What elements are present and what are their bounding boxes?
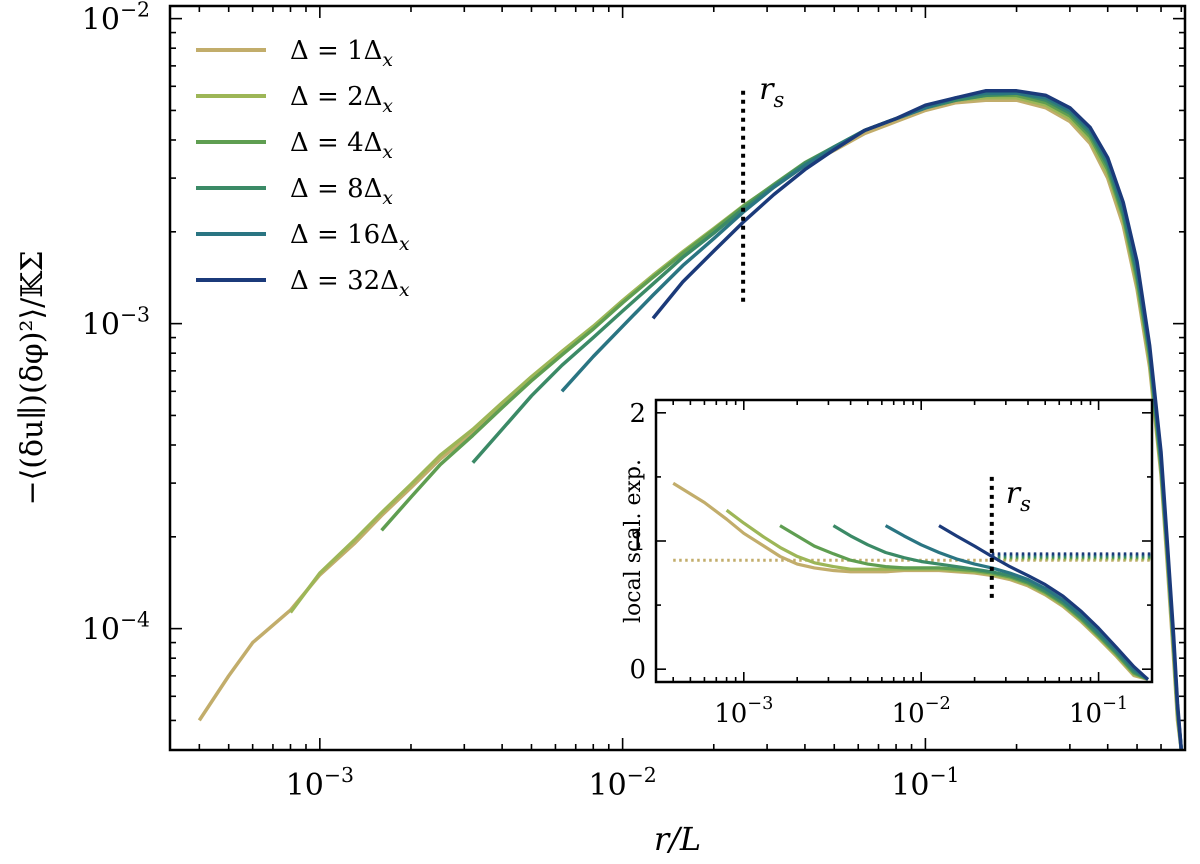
legend-label-main: Δ = 16Δ <box>290 220 399 250</box>
inset-series-group <box>672 481 1152 681</box>
inset-x-tick-label: 10−3 <box>714 694 773 729</box>
inset-rs-annotation-sub: s <box>1020 492 1031 516</box>
rs-annotation: rs <box>759 72 784 112</box>
inset-x-tick-label-exponent: −2 <box>925 694 951 714</box>
legend-label-1: Δ = 1Δx <box>290 36 393 71</box>
legend-label-sub: x <box>382 50 393 71</box>
legend-label-main: Δ = 2Δ <box>290 82 382 112</box>
inset-x-tick-label: 10−1 <box>1069 694 1128 729</box>
legend-label-4: Δ = 8Δx <box>290 174 393 209</box>
inset-series-line-4 <box>832 524 1149 681</box>
legend-label-6: Δ = 32Δx <box>290 266 410 301</box>
legend-label-main: Δ = 32Δ <box>290 266 399 296</box>
legend-label-sub: x <box>382 188 393 209</box>
rs-annotation-main: r <box>759 72 775 107</box>
inset-axes-frame <box>654 398 1154 684</box>
series-group <box>197 89 1184 750</box>
inset-background <box>656 400 1152 682</box>
y-tick-label: 10−2 <box>82 0 150 38</box>
y-tick-label-base: 10 <box>82 3 120 38</box>
y-tick-label-exponent: −2 <box>120 0 150 22</box>
legend-label-2: Δ = 2Δx <box>290 82 393 117</box>
legend-label-main: Δ = 1Δ <box>290 36 382 66</box>
x-tick-label-exponent: −2 <box>627 763 657 787</box>
inset-x-tick-label: 10−2 <box>892 694 951 729</box>
x-tick-label-base: 10 <box>286 768 324 803</box>
inset-x-tick-label-base: 10 <box>714 699 747 729</box>
legend-label-sub: x <box>399 280 410 301</box>
y-tick-label-base: 10 <box>82 308 120 343</box>
series-line-6 <box>651 89 1184 750</box>
inset-rs-annotation-main: r <box>1006 476 1022 511</box>
legend-label-main: Δ = 8Δ <box>290 174 382 204</box>
x-tick-label: 10−3 <box>286 763 354 803</box>
main-plot: 10−3 10−2 10−110−410−310−2r/L−⟨(δu∥)(δφ)²⟩… <box>15 0 1187 858</box>
rs-annotation-sub: s <box>773 88 784 112</box>
x-tick-label-exponent: −3 <box>324 763 354 787</box>
main-axes-frame <box>168 4 1187 752</box>
inset-series-line-6 <box>938 524 1150 681</box>
inset-rs-annotation: rs <box>1006 476 1031 516</box>
inset-y-tick-label: 0 <box>629 655 646 685</box>
y-tick-label-exponent: −3 <box>120 303 150 327</box>
inset-y-tick-label: 2 <box>629 399 646 429</box>
x-tick-label-base: 10 <box>891 768 929 803</box>
y-tick-label-exponent: −4 <box>120 608 150 632</box>
x-tick-label-base: 10 <box>588 768 626 803</box>
inset-x-tick-label-base: 10 <box>892 699 925 729</box>
y-tick-label: 10−4 <box>82 608 150 648</box>
y-tick-label: 10−3 <box>82 303 150 343</box>
x-tick-label: 10−1 <box>891 763 959 803</box>
legend-label-main: Δ = 4Δ <box>290 128 382 158</box>
inset-x-tick-label-base: 10 <box>1069 699 1102 729</box>
x-axis-label: r/L <box>654 820 701 858</box>
legend-label-sub: x <box>382 96 393 117</box>
inset-x-tick-label-exponent: −3 <box>747 694 773 714</box>
inset-x-tick-label-exponent: −1 <box>1102 694 1128 714</box>
inset-y-axis-label: local scal. exp. <box>621 459 646 623</box>
x-tick-label: 10−2 <box>588 763 656 803</box>
y-tick-label-base: 10 <box>82 613 120 648</box>
legend-label-sub: x <box>399 234 410 255</box>
legend-label-5: Δ = 16Δx <box>290 220 410 255</box>
x-tick-label-exponent: −1 <box>929 763 959 787</box>
legend-label-3: Δ = 4Δx <box>290 128 393 163</box>
inset-series-line-5 <box>884 524 1149 681</box>
inset-y-tick-label: 1 <box>629 527 646 557</box>
legend-label-sub: x <box>382 142 393 163</box>
y-axis-label: −⟨(δu∥)(δφ)²⟩/𝕂Σ <box>15 250 50 505</box>
